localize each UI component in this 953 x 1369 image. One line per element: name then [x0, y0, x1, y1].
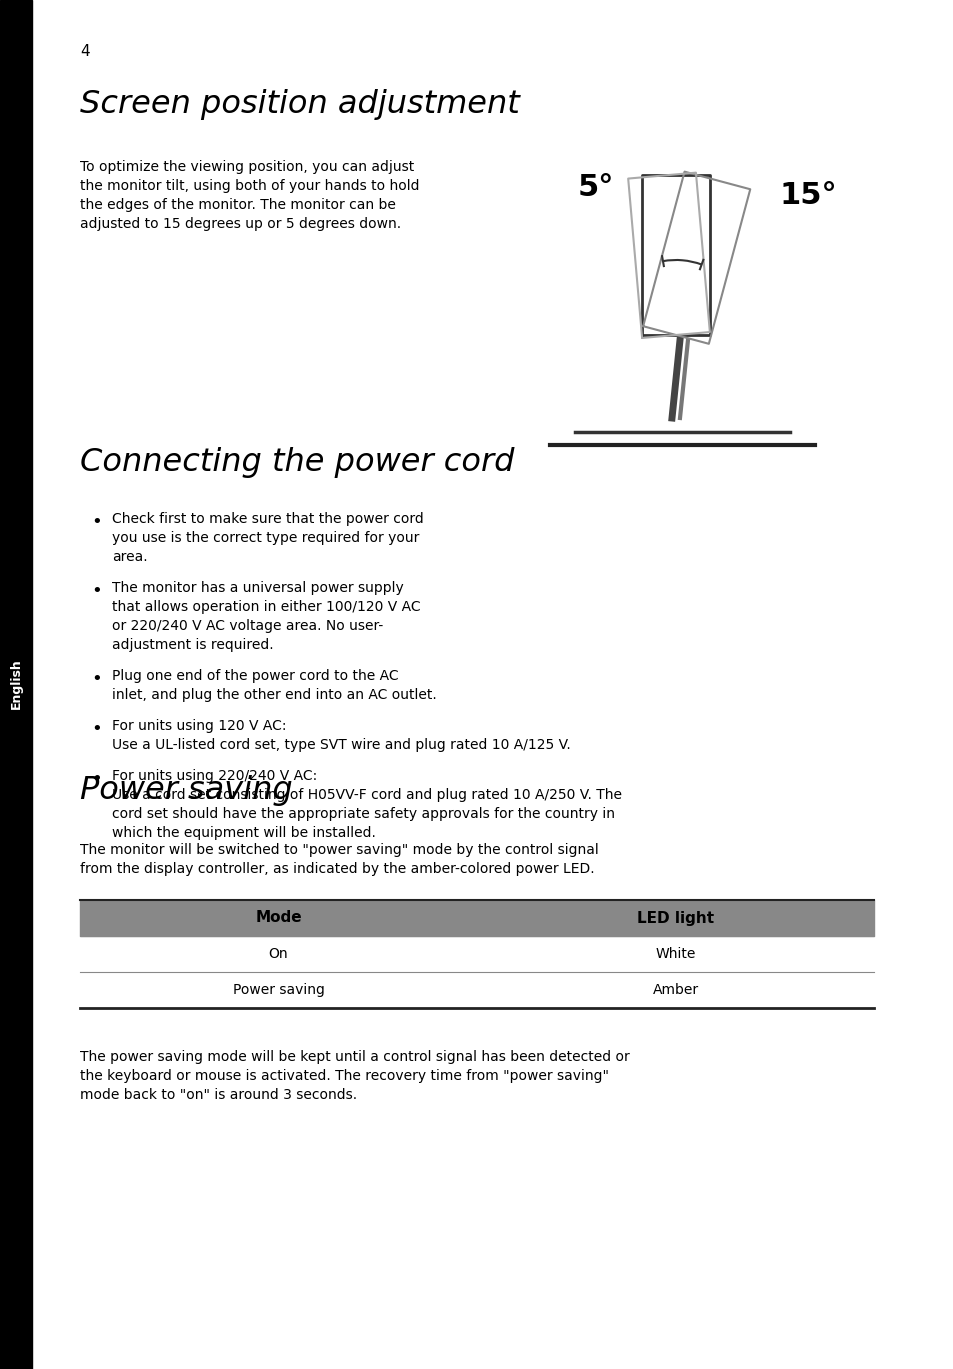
- Text: Mode: Mode: [254, 910, 301, 925]
- Text: Use a UL-listed cord set, type SVT wire and plug rated 10 A/125 V.: Use a UL-listed cord set, type SVT wire …: [112, 738, 570, 752]
- Text: that allows operation in either 100/120 V AC: that allows operation in either 100/120 …: [112, 600, 420, 615]
- Text: Plug one end of the power cord to the AC: Plug one end of the power cord to the AC: [112, 669, 398, 683]
- Text: •: •: [91, 669, 102, 689]
- Text: •: •: [91, 720, 102, 738]
- Text: On: On: [269, 947, 288, 961]
- Bar: [80, 936, 873, 972]
- Text: mode back to "on" is around 3 seconds.: mode back to "on" is around 3 seconds.: [80, 1088, 356, 1102]
- Text: cord set should have the appropriate safety approvals for the country in: cord set should have the appropriate saf…: [112, 806, 615, 821]
- Text: Use a cord set consisting of H05VV-F cord and plug rated 10 A/250 V. The: Use a cord set consisting of H05VV-F cor…: [112, 789, 621, 802]
- Text: Screen position adjustment: Screen position adjustment: [80, 89, 519, 120]
- Text: The monitor will be switched to "power saving" mode by the control signal: The monitor will be switched to "power s…: [80, 843, 598, 857]
- Text: For units using 120 V AC:: For units using 120 V AC:: [112, 719, 286, 732]
- Text: adjustment is required.: adjustment is required.: [112, 638, 274, 652]
- Text: adjusted to 15 degrees up or 5 degrees down.: adjusted to 15 degrees up or 5 degrees d…: [80, 218, 400, 231]
- Text: which the equipment will be installed.: which the equipment will be installed.: [112, 826, 375, 841]
- Text: from the display controller, as indicated by the amber-colored power LED.: from the display controller, as indicate…: [80, 862, 594, 876]
- Text: •: •: [91, 513, 102, 531]
- Bar: [80, 972, 873, 1008]
- Text: Power saving: Power saving: [233, 983, 324, 997]
- Text: 5°: 5°: [578, 174, 614, 203]
- Text: The monitor has a universal power supply: The monitor has a universal power supply: [112, 580, 403, 596]
- Text: The power saving mode will be kept until a control signal has been detected or: The power saving mode will be kept until…: [80, 1050, 629, 1064]
- Text: 4: 4: [80, 45, 90, 59]
- Text: 15°: 15°: [780, 181, 837, 209]
- Text: To optimize the viewing position, you can adjust: To optimize the viewing position, you ca…: [80, 160, 414, 174]
- Text: For units using 220/240 V AC:: For units using 220/240 V AC:: [112, 769, 317, 783]
- Text: •: •: [91, 769, 102, 789]
- Text: the monitor tilt, using both of your hands to hold: the monitor tilt, using both of your han…: [80, 179, 419, 193]
- Text: inlet, and plug the other end into an AC outlet.: inlet, and plug the other end into an AC…: [112, 689, 436, 702]
- Text: Amber: Amber: [652, 983, 698, 997]
- Text: •: •: [91, 582, 102, 600]
- Text: White: White: [655, 947, 695, 961]
- Text: Check first to make sure that the power cord: Check first to make sure that the power …: [112, 512, 423, 526]
- Text: area.: area.: [112, 550, 148, 564]
- Text: or 220/240 V AC voltage area. No user-: or 220/240 V AC voltage area. No user-: [112, 619, 383, 632]
- Text: Connecting the power cord: Connecting the power cord: [80, 446, 514, 478]
- Text: the edges of the monitor. The monitor can be: the edges of the monitor. The monitor ca…: [80, 199, 395, 212]
- Text: the keyboard or mouse is activated. The recovery time from "power saving": the keyboard or mouse is activated. The …: [80, 1069, 608, 1083]
- Bar: [80, 899, 873, 936]
- Bar: [0, 0, 32, 1369]
- Text: English: English: [10, 658, 23, 709]
- Text: Power saving: Power saving: [80, 775, 293, 805]
- Text: LED light: LED light: [637, 910, 713, 925]
- Text: you use is the correct type required for your: you use is the correct type required for…: [112, 531, 419, 545]
